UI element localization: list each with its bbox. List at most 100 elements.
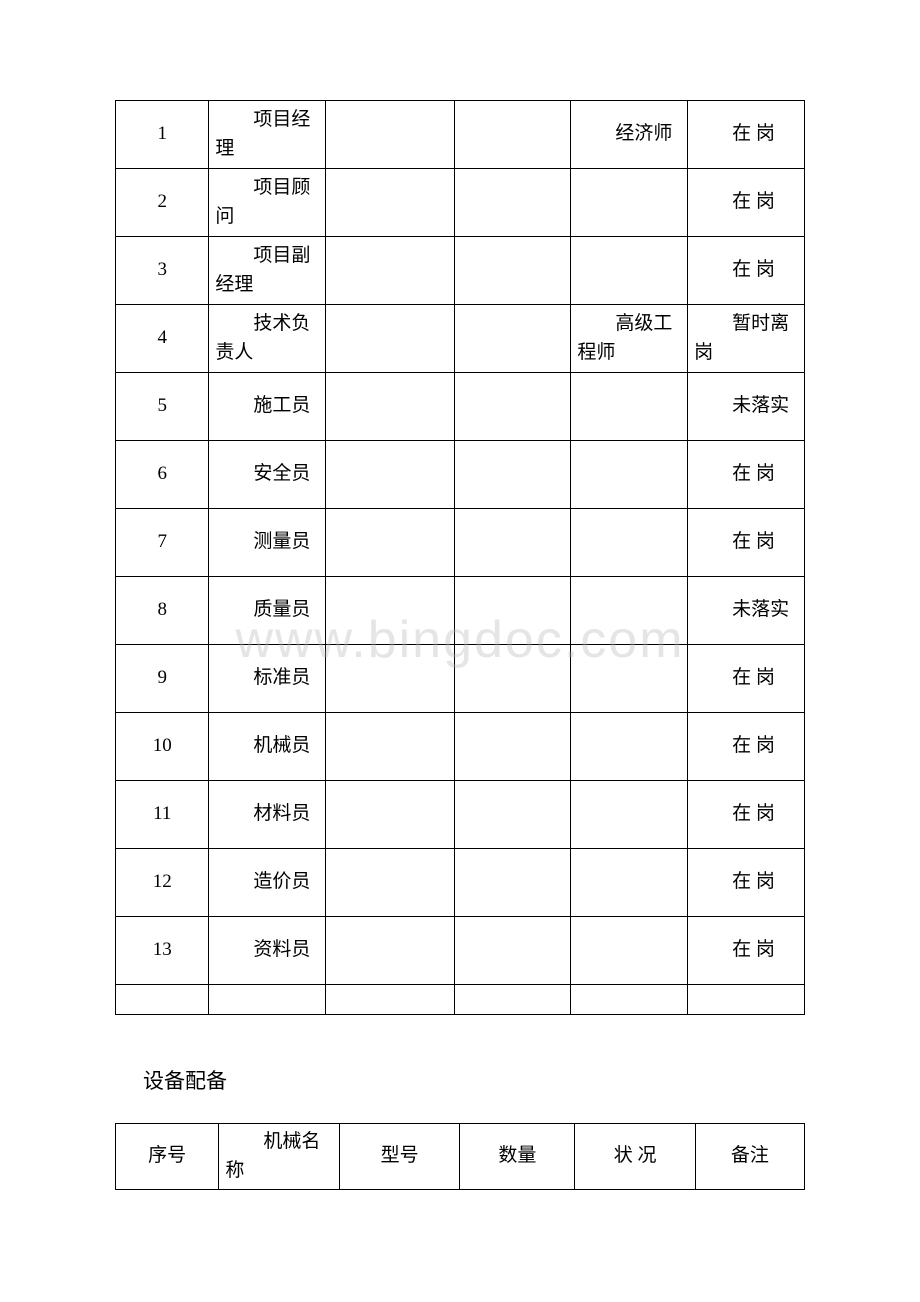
cell-empty bbox=[454, 237, 571, 305]
cell-role: 项目顾问 bbox=[209, 169, 326, 237]
cell-title bbox=[571, 781, 688, 849]
cell-status: 在 岗 bbox=[688, 917, 805, 985]
cell-status: 在 岗 bbox=[688, 645, 805, 713]
cell-status: 暂时离岗 bbox=[688, 305, 805, 373]
cell-title bbox=[571, 849, 688, 917]
cell-title: 高级工程师 bbox=[571, 305, 688, 373]
header-status: 状 况 bbox=[575, 1124, 696, 1190]
table-row: 7测量员 在 岗 bbox=[116, 509, 805, 577]
cell-status: 在 岗 bbox=[688, 169, 805, 237]
table-row: 12造价员在 岗 bbox=[116, 849, 805, 917]
cell-title bbox=[571, 373, 688, 441]
cell-num: 12 bbox=[116, 849, 209, 917]
cell-num: 4 bbox=[116, 305, 209, 373]
cell-empty bbox=[326, 645, 454, 713]
cell-num: 8 bbox=[116, 577, 209, 645]
cell-empty bbox=[688, 985, 805, 1015]
table-header-row: 序号 机械名称 型号 数量 状 况 备注 bbox=[116, 1124, 805, 1190]
cell-title bbox=[571, 917, 688, 985]
cell-role: 项目副经理 bbox=[209, 237, 326, 305]
cell-role: 施工员 bbox=[209, 373, 326, 441]
cell-empty bbox=[116, 985, 209, 1015]
cell-title bbox=[571, 645, 688, 713]
cell-num: 2 bbox=[116, 169, 209, 237]
cell-role: 测量员 bbox=[209, 509, 326, 577]
cell-num: 3 bbox=[116, 237, 209, 305]
cell-num: 13 bbox=[116, 917, 209, 985]
cell-empty bbox=[326, 373, 454, 441]
personnel-table: 1项目经理经济师在 岗2项目顾问在 岗3项目副经理在 岗4技术负责人高级工程师暂… bbox=[115, 100, 805, 1015]
cell-empty bbox=[454, 441, 571, 509]
cell-num: 10 bbox=[116, 713, 209, 781]
header-remark: 备注 bbox=[695, 1124, 804, 1190]
cell-status: 在 岗 bbox=[688, 237, 805, 305]
cell-empty bbox=[326, 917, 454, 985]
cell-empty bbox=[326, 849, 454, 917]
cell-empty bbox=[326, 985, 454, 1015]
cell-status: 在 岗 bbox=[688, 849, 805, 917]
table-row: 1项目经理经济师在 岗 bbox=[116, 101, 805, 169]
cell-num: 7 bbox=[116, 509, 209, 577]
cell-empty bbox=[454, 713, 571, 781]
cell-title: 经济师 bbox=[571, 101, 688, 169]
cell-empty bbox=[571, 985, 688, 1015]
cell-empty bbox=[454, 373, 571, 441]
table-row: 6安全员在 岗 bbox=[116, 441, 805, 509]
table-row: 8质量员 未落实 bbox=[116, 577, 805, 645]
table-row: 9标准员 在 岗 bbox=[116, 645, 805, 713]
cell-empty bbox=[454, 645, 571, 713]
cell-status: 在 岗 bbox=[688, 101, 805, 169]
cell-role: 资料员 bbox=[209, 917, 326, 985]
cell-role: 安全员 bbox=[209, 441, 326, 509]
cell-role: 质量员 bbox=[209, 577, 326, 645]
cell-num: 5 bbox=[116, 373, 209, 441]
cell-empty bbox=[326, 169, 454, 237]
cell-empty bbox=[326, 237, 454, 305]
cell-status: 未落实 bbox=[688, 577, 805, 645]
cell-num: 9 bbox=[116, 645, 209, 713]
cell-empty bbox=[209, 985, 326, 1015]
cell-empty bbox=[326, 781, 454, 849]
table-row: 3项目副经理 在 岗 bbox=[116, 237, 805, 305]
cell-status: 未落实 bbox=[688, 373, 805, 441]
cell-empty bbox=[326, 577, 454, 645]
table-row: 10机械员 在 岗 bbox=[116, 713, 805, 781]
section-heading-equipment: 设备配备 bbox=[143, 1065, 805, 1095]
cell-empty bbox=[326, 713, 454, 781]
header-model: 型号 bbox=[339, 1124, 460, 1190]
cell-num: 11 bbox=[116, 781, 209, 849]
table-row: 4技术负责人 高级工程师暂时离岗 bbox=[116, 305, 805, 373]
cell-empty bbox=[454, 917, 571, 985]
cell-title bbox=[571, 509, 688, 577]
cell-role: 材料员 bbox=[209, 781, 326, 849]
equipment-table: 序号 机械名称 型号 数量 状 况 备注 bbox=[115, 1123, 805, 1190]
cell-status: 在 岗 bbox=[688, 713, 805, 781]
cell-empty bbox=[454, 577, 571, 645]
table-row: 11材料员 在 岗 bbox=[116, 781, 805, 849]
cell-status: 在 岗 bbox=[688, 509, 805, 577]
cell-empty bbox=[454, 509, 571, 577]
table-row: 2项目顾问 在 岗 bbox=[116, 169, 805, 237]
cell-empty bbox=[454, 985, 571, 1015]
cell-num: 1 bbox=[116, 101, 209, 169]
cell-title bbox=[571, 441, 688, 509]
cell-empty bbox=[454, 305, 571, 373]
header-qty: 数量 bbox=[460, 1124, 575, 1190]
cell-role: 机械员 bbox=[209, 713, 326, 781]
cell-title bbox=[571, 713, 688, 781]
cell-empty bbox=[326, 441, 454, 509]
cell-title bbox=[571, 577, 688, 645]
table-row: 13资料员 在 岗 bbox=[116, 917, 805, 985]
cell-role: 技术负责人 bbox=[209, 305, 326, 373]
cell-role: 标准员 bbox=[209, 645, 326, 713]
cell-empty bbox=[454, 101, 571, 169]
cell-empty bbox=[326, 305, 454, 373]
cell-status: 在 岗 bbox=[688, 781, 805, 849]
cell-empty bbox=[326, 509, 454, 577]
cell-empty bbox=[454, 849, 571, 917]
cell-title bbox=[571, 169, 688, 237]
cell-status: 在 岗 bbox=[688, 441, 805, 509]
cell-empty bbox=[454, 169, 571, 237]
table-row-empty bbox=[116, 985, 805, 1015]
header-seq: 序号 bbox=[116, 1124, 219, 1190]
